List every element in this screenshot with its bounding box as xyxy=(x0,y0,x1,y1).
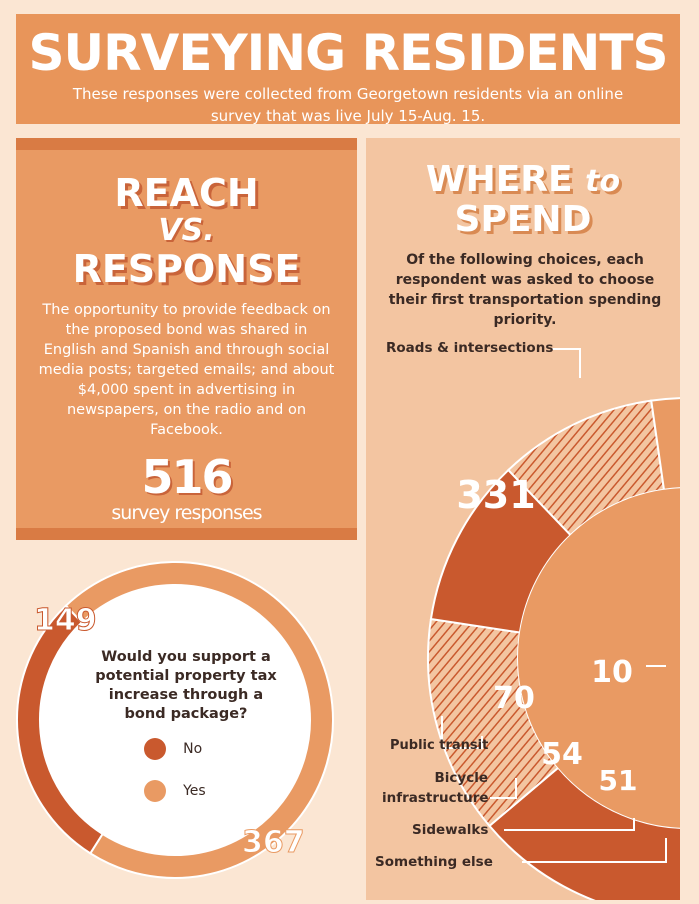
legend-no-swatch xyxy=(144,738,166,760)
header-banner: SURVEYING RESIDENTS These responses were… xyxy=(16,14,680,125)
spend-title-line2: SPEND xyxy=(454,199,592,240)
property-tax-question: Would you support a potential property t… xyxy=(95,649,277,722)
value-bicycle: 54 xyxy=(541,737,583,772)
page-subtitle-line2: survey that was live July 15-Aug. 15. xyxy=(210,107,486,125)
reach-vs: VS. xyxy=(158,213,215,248)
legend-yes: Yes xyxy=(144,780,206,802)
label-public-transit: Public transit xyxy=(390,738,489,753)
legend-yes-swatch xyxy=(144,780,166,802)
slice-roads xyxy=(488,766,680,900)
response-count-label: survey responses xyxy=(111,502,262,524)
spend-title-where: WHERE xyxy=(425,159,573,200)
where-to-spend-panel: WHERE to SPEND Of the following choices,… xyxy=(366,138,680,900)
spend-title-to: to xyxy=(585,164,621,199)
donut-center xyxy=(40,585,310,855)
legend-yes-label: Yes xyxy=(183,783,206,799)
yes-value-label: 367 xyxy=(242,825,305,860)
leader-line xyxy=(552,348,581,378)
label-bicycle: Bicycle infrastructure xyxy=(382,770,489,806)
spend-donut-center xyxy=(518,488,680,828)
reach-title: REACH xyxy=(114,171,259,215)
property-tax-donut: 149 367 xyxy=(16,561,334,879)
value-public-transit: 70 xyxy=(493,681,535,716)
no-value-label: 149 xyxy=(34,603,97,638)
spend-title-line1: WHERE to xyxy=(366,160,680,202)
response-title: RESPONSE xyxy=(72,247,301,291)
label-something-else: Something else xyxy=(375,854,493,870)
page-subtitle-line1: These responses were collected from Geor… xyxy=(72,85,624,103)
leader-line xyxy=(490,778,517,799)
value-roads: 331 xyxy=(456,473,535,517)
value-sidewalks: 51 xyxy=(599,764,638,797)
legend-no: No xyxy=(144,738,202,760)
page-title: SURVEYING RESIDENTS xyxy=(28,24,669,82)
leader-line xyxy=(522,838,667,863)
legend-no-label: No xyxy=(183,741,203,757)
response-count: 516 xyxy=(141,450,233,504)
reach-panel: REACH VS. RESPONSE The opportunity to pr… xyxy=(16,138,357,540)
property-tax-chart: 149 367 Would you support a potential pr… xyxy=(16,540,357,900)
spend-description: Of the following choices, each responden… xyxy=(388,252,662,328)
leader-line xyxy=(504,818,635,831)
value-something-else: 10 xyxy=(591,655,633,690)
label-sidewalks: Sidewalks xyxy=(412,822,489,838)
leader-line xyxy=(441,716,483,749)
label-roads: Roads & intersections xyxy=(386,340,554,356)
reach-body: The opportunity to provide feedback on t… xyxy=(38,302,335,438)
